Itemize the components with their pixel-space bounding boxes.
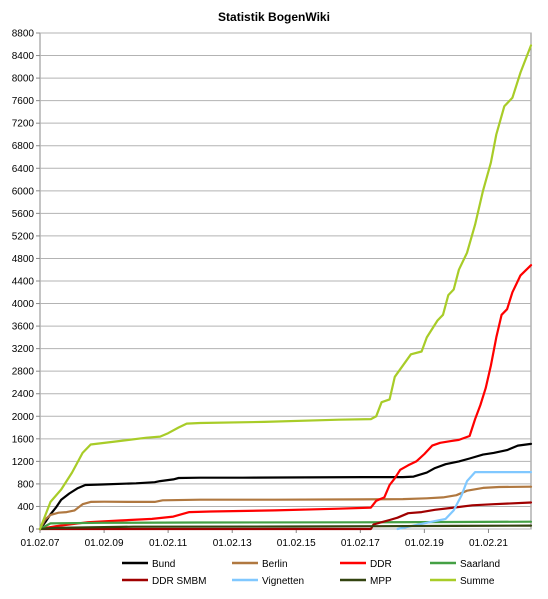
y-tick-label: 2400 bbox=[12, 389, 35, 400]
series-line-summe bbox=[38, 44, 533, 531]
series-lines bbox=[38, 44, 533, 531]
y-tick-label: 800 bbox=[17, 479, 34, 490]
series-line-saarland bbox=[38, 520, 533, 531]
chart-title: Statistik BogenWiki bbox=[218, 10, 330, 24]
y-tick-label: 2000 bbox=[12, 412, 35, 423]
x-tick-label: 01.02.17 bbox=[341, 538, 380, 549]
y-tick-label: 3600 bbox=[12, 322, 35, 333]
legend-item: Vignetten bbox=[232, 576, 304, 587]
x-tick-label: 01.02.09 bbox=[85, 538, 124, 549]
x-tick-label: 01.02.11 bbox=[149, 538, 188, 549]
y-tick-label: 8800 bbox=[12, 29, 35, 40]
legend: Bund Berlin DDR Saarland DDR SMBM Vignetten MP… bbox=[122, 559, 500, 587]
x-tick-label: 01.02.15 bbox=[277, 538, 316, 549]
series-line-vignetten bbox=[396, 471, 533, 531]
legend-item: Saarland bbox=[430, 559, 500, 570]
y-tick-label: 0 bbox=[28, 525, 34, 536]
y-tick-label: 2800 bbox=[12, 367, 35, 378]
legend-item: Summe bbox=[430, 576, 495, 587]
legend-label: Summe bbox=[460, 576, 495, 587]
y-tick-label: 8400 bbox=[12, 51, 35, 62]
y-tick-label: 400 bbox=[17, 502, 34, 513]
series-line-ddr-smbm bbox=[38, 501, 533, 531]
y-tick-label: 5200 bbox=[12, 231, 35, 242]
series-line-bund bbox=[38, 442, 533, 531]
y-tick-label: 1200 bbox=[12, 457, 35, 468]
legend-item: DDR SMBM bbox=[122, 576, 206, 587]
y-tick-label: 3200 bbox=[12, 344, 35, 355]
x-tick-label: 01.02.07 bbox=[21, 538, 60, 549]
legend-item: Bund bbox=[122, 559, 175, 570]
y-tick-label: 6000 bbox=[12, 186, 35, 197]
legend-label: DDR bbox=[370, 559, 392, 570]
y-tick-label: 6800 bbox=[12, 141, 35, 152]
y-tick-label: 4400 bbox=[12, 277, 35, 288]
y-tick-label: 5600 bbox=[12, 209, 35, 220]
legend-label: Saarland bbox=[460, 559, 500, 570]
x-tick-label: 01.02.13 bbox=[213, 538, 252, 549]
y-tick-label: 8000 bbox=[12, 74, 35, 85]
legend-item: Berlin bbox=[232, 559, 288, 570]
x-tick-label: 01.02.19 bbox=[405, 538, 444, 549]
gridlines bbox=[40, 32, 531, 530]
series-line-ddr bbox=[38, 264, 533, 531]
y-tick-label: 1600 bbox=[12, 434, 35, 445]
y-tick-label: 4800 bbox=[12, 254, 35, 265]
legend-label: Bund bbox=[152, 559, 175, 570]
x-axis: 01.02.07 01.02.09 01.02.11 01.02.13 01.02.15… bbox=[21, 529, 508, 549]
legend-item: MPP bbox=[340, 576, 392, 587]
y-axis: 0 400 800 1200 1600 2000 2400 2800 3200 3600 4000 4… bbox=[12, 29, 40, 536]
legend-label: DDR SMBM bbox=[152, 576, 206, 587]
y-tick-label: 6400 bbox=[12, 164, 35, 175]
y-tick-label: 7600 bbox=[12, 96, 35, 107]
y-tick-label: 4000 bbox=[12, 299, 35, 310]
series-line-mpp bbox=[38, 524, 533, 531]
x-tick-label: 01.02.21 bbox=[469, 538, 508, 549]
series-line-berlin bbox=[38, 485, 533, 531]
y-tick-label: 7200 bbox=[12, 119, 35, 130]
legend-label: Berlin bbox=[262, 559, 288, 570]
legend-item: DDR bbox=[340, 559, 392, 570]
legend-label: Vignetten bbox=[262, 576, 304, 587]
legend-label: MPP bbox=[370, 576, 392, 587]
